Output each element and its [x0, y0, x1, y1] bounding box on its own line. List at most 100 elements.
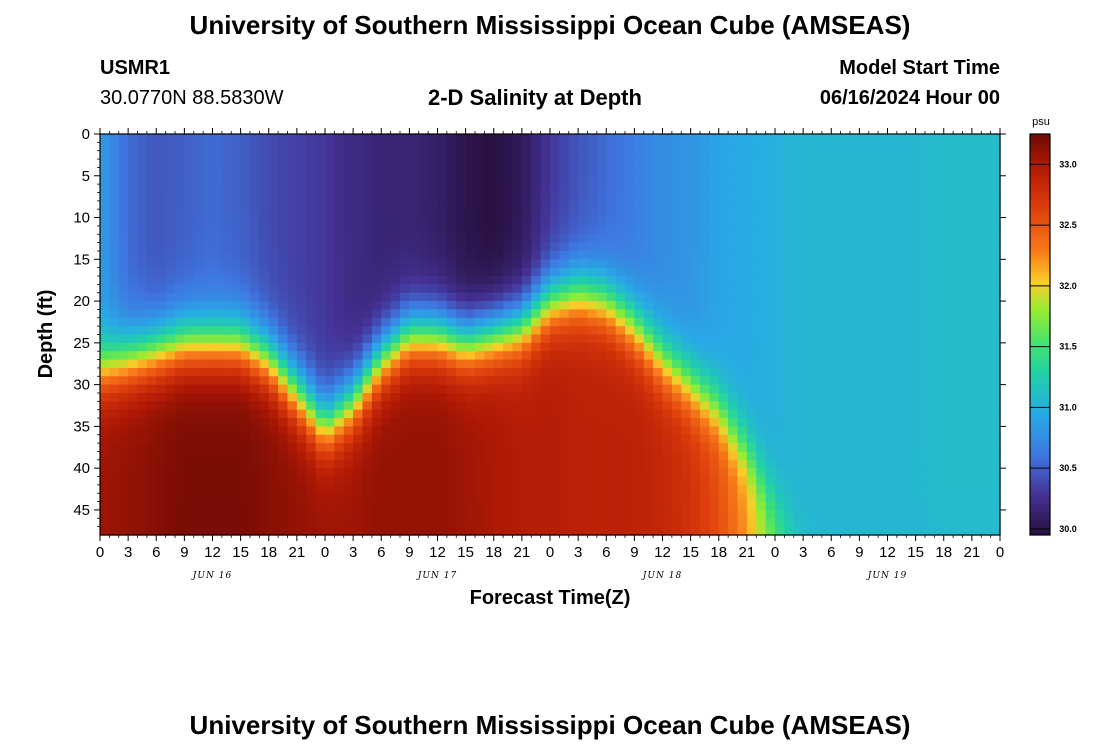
- heatmap-cell: [587, 134, 598, 143]
- heatmap-cell: [878, 459, 889, 469]
- heatmap-cell: [390, 351, 401, 361]
- heatmap-cell: [503, 468, 514, 478]
- heatmap-cell: [493, 518, 504, 528]
- heatmap-cell: [737, 384, 748, 394]
- heatmap-cell: [812, 376, 823, 386]
- heatmap-cell: [268, 159, 279, 169]
- heatmap-cell: [184, 192, 195, 202]
- heatmap-cell: [587, 434, 598, 444]
- y-tick-label: 0: [82, 126, 90, 143]
- heatmap-cell: [418, 367, 429, 377]
- heatmap-cell: [690, 250, 701, 260]
- heatmap-cell: [446, 134, 457, 143]
- heatmap-cell: [934, 175, 945, 185]
- heatmap-cell: [381, 451, 392, 461]
- heatmap-cell: [606, 309, 617, 319]
- heatmap-cell: [221, 501, 232, 511]
- heatmap-cell: [418, 250, 429, 260]
- heatmap-cell: [250, 242, 260, 252]
- heatmap-cell: [971, 276, 982, 285]
- heatmap-cell: [746, 267, 757, 277]
- heatmap-cell: [578, 242, 589, 252]
- heatmap-cell: [531, 292, 542, 302]
- heatmap-cell: [700, 250, 710, 260]
- heatmap-cell: [803, 367, 814, 377]
- heatmap-cell: [250, 443, 260, 453]
- heatmap-cell: [550, 342, 560, 352]
- heatmap-cell: [493, 142, 504, 152]
- heatmap-cell: [128, 250, 139, 260]
- heatmap-cell: [784, 326, 795, 336]
- heatmap-cell: [231, 493, 242, 503]
- heatmap-cell: [428, 509, 439, 519]
- heatmap-cell: [250, 342, 260, 352]
- heatmap-cell: [803, 401, 814, 411]
- heatmap-cell: [700, 518, 710, 528]
- heatmap-cell: [718, 200, 729, 210]
- heatmap-cell: [606, 142, 617, 152]
- heatmap-cell: [475, 309, 485, 319]
- heatmap-cell: [221, 192, 232, 202]
- heatmap-cell: [559, 501, 570, 511]
- heatmap-cell: [793, 292, 804, 302]
- heatmap-cell: [643, 401, 654, 411]
- heatmap-cell: [184, 276, 195, 285]
- heatmap-cell: [268, 276, 279, 285]
- heatmap-cell: [568, 167, 579, 177]
- heatmap-cell: [118, 276, 129, 285]
- heatmap-cell: [503, 192, 514, 202]
- heatmap-cell: [250, 159, 260, 169]
- heatmap-cell: [812, 134, 823, 143]
- heatmap-cell: [465, 518, 476, 528]
- heatmap-cell: [662, 509, 673, 519]
- heatmap-cell: [390, 242, 401, 252]
- heatmap-cell: [306, 184, 317, 194]
- heatmap-cell: [831, 276, 842, 285]
- heatmap-cell: [128, 301, 139, 311]
- heatmap-cell: [193, 351, 204, 361]
- heatmap-cell: [559, 234, 570, 244]
- heatmap-cell: [109, 509, 120, 519]
- heatmap-cell: [437, 200, 448, 210]
- heatmap-cell: [315, 493, 326, 503]
- heatmap-cell: [587, 476, 598, 486]
- heatmap-cell: [156, 401, 167, 411]
- heatmap-cell: [503, 443, 514, 453]
- heatmap-cell: [925, 200, 935, 210]
- heatmap-cell: [475, 451, 485, 461]
- heatmap-cell: [737, 301, 748, 311]
- heatmap-cell: [709, 443, 720, 453]
- heatmap-cell: [493, 301, 504, 311]
- heatmap-cell: [456, 267, 467, 277]
- heatmap-cell: [671, 443, 682, 453]
- heatmap-cell: [193, 134, 204, 143]
- heatmap-cell: [250, 234, 260, 244]
- heatmap-cell: [681, 276, 692, 285]
- heatmap-cell: [146, 392, 157, 402]
- heatmap-cell: [746, 250, 757, 260]
- heatmap-cell: [259, 334, 270, 344]
- heatmap-cell: [850, 484, 860, 494]
- heatmap-cell: [409, 317, 420, 327]
- heatmap-cell: [850, 526, 860, 536]
- heatmap-cell: [212, 342, 223, 352]
- heatmap-cell: [437, 192, 448, 202]
- heatmap-cell: [859, 351, 870, 361]
- heatmap-cell: [475, 367, 485, 377]
- heatmap-cell: [746, 426, 757, 436]
- heatmap-cell: [465, 192, 476, 202]
- heatmap-cell: [718, 292, 729, 302]
- heatmap-cell: [521, 468, 532, 478]
- heatmap-cell: [887, 159, 898, 169]
- heatmap-cell: [709, 317, 720, 327]
- heatmap-cell: [437, 150, 448, 160]
- heatmap-cell: [971, 317, 982, 327]
- heatmap-cell: [250, 200, 260, 210]
- heatmap-cell: [456, 493, 467, 503]
- heatmap-cell: [634, 451, 645, 461]
- heatmap-cell: [203, 443, 214, 453]
- heatmap-cell: [371, 217, 382, 227]
- heatmap-cell: [775, 493, 785, 503]
- heatmap-cell: [831, 134, 842, 143]
- heatmap-cell: [193, 192, 204, 202]
